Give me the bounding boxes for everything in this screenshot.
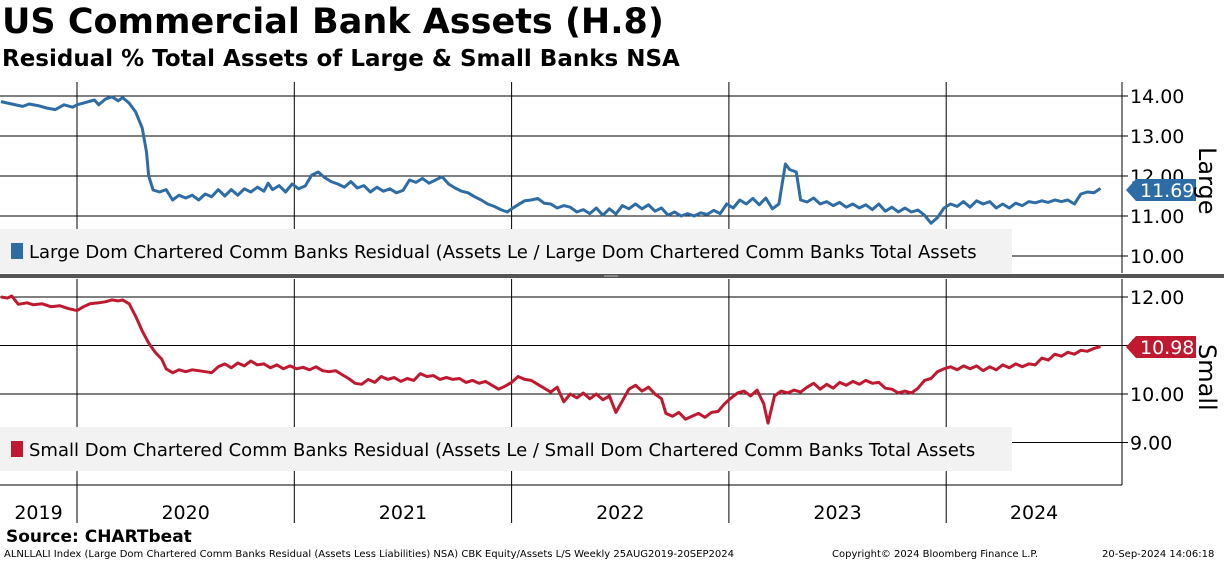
x-tick-label-2022: 2022 — [596, 502, 644, 524]
top-legend-box — [0, 229, 1012, 273]
large-side-label: Large — [1193, 147, 1221, 215]
large-last-value-label: 11.69 — [1140, 180, 1194, 202]
top-ytick-label-1: 13.00 — [1130, 126, 1184, 148]
bottom-legend-text: Small Dom Chartered Comm Banks Residual … — [29, 440, 975, 461]
small-last-value-tag — [1126, 336, 1196, 358]
large-last-value-tag — [1126, 179, 1196, 201]
bottom-legend-swatch — [11, 441, 23, 457]
top-legend-text: Large Dom Chartered Comm Banks Residual … — [29, 242, 977, 263]
bottom-ytick-label-2: 10.00 — [1130, 384, 1184, 406]
top-panel-grid — [0, 82, 1122, 273]
top-ytick-label-0: 14.00 — [1130, 86, 1184, 108]
top-legend-swatch — [11, 243, 23, 259]
chart-title: US Commercial Bank Assets (H.8) — [2, 2, 664, 42]
footer-timestamp: 20-Sep-2024 14:06:18 — [1102, 549, 1215, 560]
small-last-value-label: 10.98 — [1140, 337, 1194, 359]
top-ytick-label-3: 11.00 — [1130, 206, 1184, 228]
source-label: Source: CHARTbeat — [6, 527, 192, 547]
x-axis: 2019 2020 2021 2022 2023 2024 — [0, 484, 1122, 524]
x-tick-label-2023: 2023 — [813, 502, 861, 524]
x-tick-label-2021: 2021 — [379, 502, 427, 524]
small-side-label: Small — [1193, 344, 1221, 411]
x-tick-label-2020: 2020 — [161, 502, 209, 524]
bottom-ytick-label-3: 9.00 — [1130, 433, 1172, 455]
footer-index-info: ALNLLALI Index (Large Dom Chartered Comm… — [4, 549, 734, 560]
top-ytick-label-4: 10.00 — [1130, 246, 1184, 268]
bottom-ytick-label-0: 12.00 — [1130, 287, 1184, 309]
chart-subtitle: Residual % Total Assets of Large & Small… — [2, 46, 680, 72]
footer-copyright: Copyright© 2024 Bloomberg Finance L.P. — [832, 549, 1039, 560]
bottom-legend-box — [0, 427, 1012, 471]
small-banks-series-line — [0, 294, 1101, 425]
x-tick-label-2024: 2024 — [1010, 502, 1058, 524]
x-tick-label-2019: 2019 — [14, 502, 62, 524]
large-banks-series-line — [0, 95, 1102, 225]
